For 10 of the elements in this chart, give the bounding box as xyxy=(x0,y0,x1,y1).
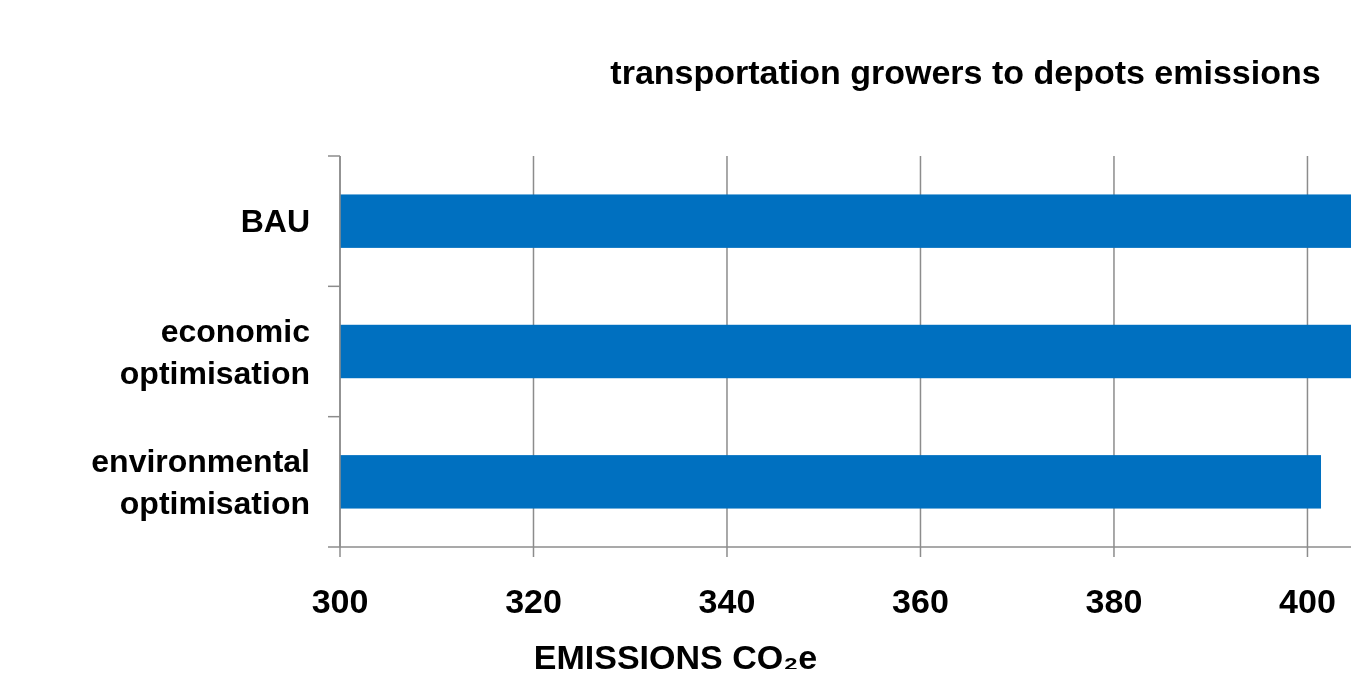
chart-title: transportation growers to depots emissions xyxy=(610,53,1321,91)
x-tick-label: 320 xyxy=(505,582,562,620)
y-tick-label: BAU xyxy=(240,203,310,240)
x-tick-label: 340 xyxy=(698,582,756,620)
x-tick-label: 380 xyxy=(1085,582,1143,620)
x-tick-label: 360 xyxy=(892,582,949,620)
x-tick-label: 300 xyxy=(311,582,369,620)
y-tick-label: environmental optimisation xyxy=(91,442,310,521)
y-tick-label: economic optimisation xyxy=(119,312,310,391)
x-tick-label: 400 xyxy=(1279,582,1336,620)
